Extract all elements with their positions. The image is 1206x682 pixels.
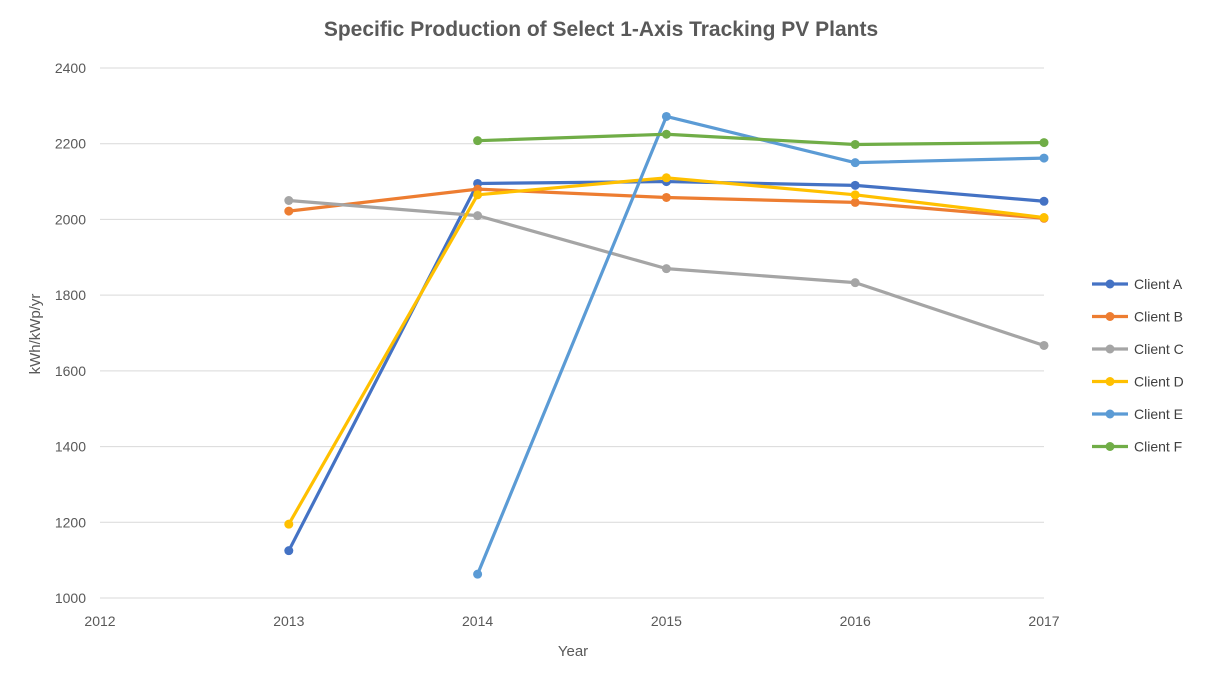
legend-label: Client B (1134, 309, 1183, 325)
data-point (850, 158, 860, 168)
y-tick-label: 1400 (55, 439, 86, 455)
data-point (661, 129, 671, 139)
data-point (850, 197, 860, 207)
data-point (1039, 340, 1049, 350)
y-tick-label: 1200 (55, 514, 86, 530)
legend-label: Client E (1134, 406, 1183, 422)
data-point (1039, 213, 1049, 223)
legend-swatch-marker (1105, 442, 1115, 451)
data-point (473, 190, 483, 200)
data-point (284, 196, 294, 205)
y-tick-label: 2000 (55, 211, 86, 227)
legend-swatch-marker (1105, 344, 1115, 354)
x-tick-label: 2016 (840, 613, 871, 629)
data-point (850, 278, 860, 288)
legend-item: Client D (1092, 374, 1184, 390)
data-point (473, 136, 483, 146)
series-line (287, 179, 1046, 553)
series-line (476, 132, 1046, 147)
y-tick-label: 1000 (55, 590, 86, 606)
legend-item: Client A (1092, 276, 1183, 292)
legend-label: Client F (1134, 439, 1182, 455)
data-point (473, 569, 483, 579)
series-client-b (284, 184, 1049, 223)
data-point (850, 139, 860, 149)
y-axis-title: kWh/kWp/yr (27, 294, 44, 375)
data-point (284, 546, 294, 556)
legend-swatch-marker (1105, 279, 1115, 289)
legend-label: Client A (1134, 276, 1183, 292)
data-point (850, 180, 860, 190)
legend-swatch-marker (1105, 312, 1115, 321)
legend-swatch-marker (1105, 409, 1115, 419)
legend-item: Client E (1092, 406, 1183, 422)
x-tick-label: 2015 (651, 613, 682, 629)
data-point (473, 211, 483, 221)
x-tick-label: 2014 (462, 613, 493, 629)
x-tick-label: 2017 (1028, 613, 1059, 629)
series-client-c (284, 196, 1049, 350)
y-tick-label: 2200 (55, 136, 86, 152)
legend-label: Client D (1134, 374, 1184, 390)
series-client-a (284, 177, 1049, 556)
data-point (661, 111, 671, 121)
data-point (850, 190, 860, 200)
y-tick-label: 2400 (55, 60, 86, 76)
series-client-f (473, 129, 1049, 149)
chart-title: Specific Production of Select 1-Axis Tra… (324, 18, 878, 41)
legend-swatch-marker (1105, 377, 1115, 386)
legend: Client A Client B Client C Client D Client E… (1092, 276, 1184, 455)
data-point (284, 206, 294, 216)
data-point (661, 173, 671, 183)
data-point (661, 264, 671, 274)
legend-item: Client B (1092, 309, 1183, 325)
series-line (287, 176, 1046, 526)
x-axis-ticks: 2012 2013 2014 2015 2016 2017 (84, 613, 1059, 629)
x-tick-label: 2013 (273, 613, 304, 629)
data-point (1039, 138, 1049, 148)
series-lines (284, 111, 1049, 579)
gridlines (100, 67, 1044, 599)
series-client-d (284, 173, 1049, 529)
data-point (661, 192, 671, 202)
data-point (1039, 153, 1049, 163)
legend-item: Client F (1092, 439, 1182, 455)
data-point (1039, 196, 1049, 206)
data-point (284, 519, 294, 529)
x-axis-title: Year (558, 643, 588, 660)
legend-item: Client C (1092, 341, 1184, 357)
y-tick-label: 1600 (55, 363, 86, 379)
x-tick-label: 2012 (84, 613, 115, 629)
y-tick-label: 1800 (55, 287, 86, 303)
y-axis-ticks: 1000 1200 1400 1600 1800 2000 2200 2400 (55, 60, 86, 606)
legend-label: Client C (1134, 341, 1184, 357)
